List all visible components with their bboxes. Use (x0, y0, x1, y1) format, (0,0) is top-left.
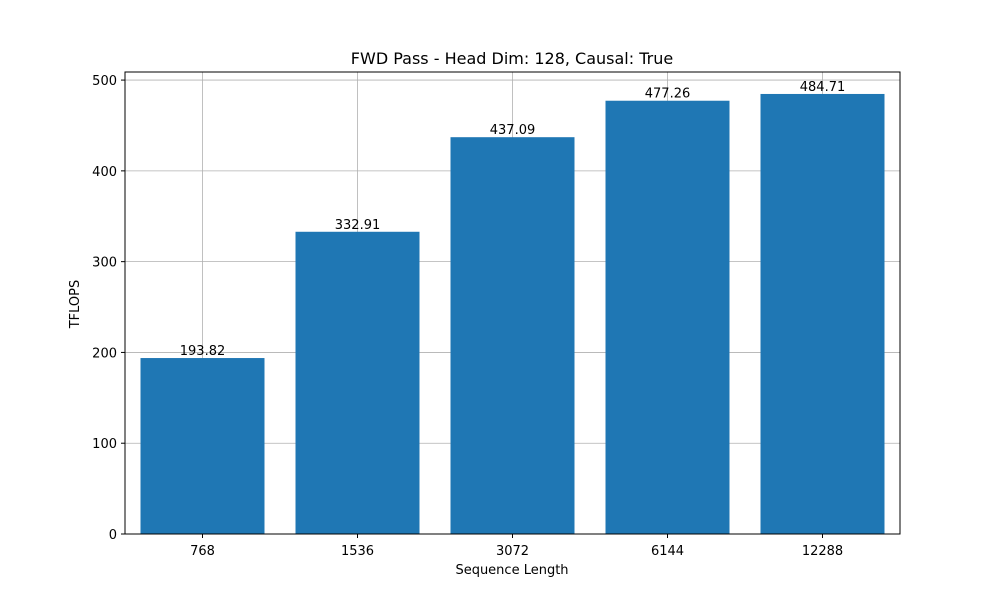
y-axis-label: TFLOPS (68, 280, 83, 330)
y-tick-label: 200 (92, 346, 117, 361)
x-tick-label: 3072 (496, 544, 529, 559)
y-tick-label: 500 (92, 74, 117, 89)
bar (140, 358, 265, 534)
bar (450, 137, 575, 534)
axis-ticks: 0 100 200 300 400 500 768 1536 3072 6144 12288 (92, 74, 843, 559)
data-label: 484.71 (800, 80, 846, 95)
x-tick-label: 768 (190, 544, 215, 559)
bar (295, 231, 420, 534)
y-tick-label: 100 (92, 437, 117, 452)
y-tick-label: 400 (92, 165, 117, 180)
bar (605, 100, 730, 535)
data-labels: 193.82 332.91 437.09 477.26 484.71 (180, 80, 846, 359)
x-tick-label: 1536 (341, 544, 374, 559)
data-label: 477.26 (645, 87, 691, 102)
bar (760, 93, 885, 534)
y-tick-label: 300 (92, 256, 117, 271)
x-tick-label: 6144 (651, 544, 684, 559)
x-tick-label: 12288 (802, 544, 843, 559)
x-axis-label: Sequence Length (455, 563, 568, 578)
data-label: 332.91 (335, 218, 381, 233)
data-label: 193.82 (180, 344, 226, 359)
chart-title: FWD Pass - Head Dim: 128, Causal: True (351, 49, 673, 68)
y-tick-label: 0 (109, 528, 117, 543)
bars (140, 93, 885, 535)
data-label: 437.09 (490, 123, 536, 138)
